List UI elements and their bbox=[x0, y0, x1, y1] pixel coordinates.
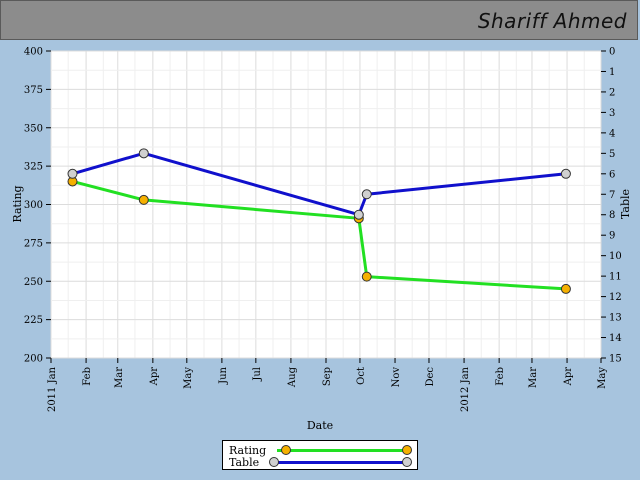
x-tick-label: Apr bbox=[563, 367, 574, 387]
x-tick-label: Jul bbox=[252, 367, 263, 382]
y2-tick-label: 12 bbox=[609, 292, 622, 303]
x-tick-label: Feb bbox=[82, 367, 93, 386]
data-point-table bbox=[138, 148, 149, 159]
y2-tick-label: 11 bbox=[609, 272, 622, 283]
y2-tick-label: 7 bbox=[609, 190, 615, 201]
y2-tick-label: 6 bbox=[609, 169, 615, 180]
y2-tick-label: 1 bbox=[609, 67, 615, 78]
data-point-rating bbox=[138, 194, 149, 205]
legend-marker-rating-end bbox=[402, 445, 412, 455]
legend-item-table: Table bbox=[229, 456, 413, 469]
x-tick-label: Dec bbox=[425, 367, 436, 387]
legend-label-table: Table bbox=[229, 456, 260, 469]
x-tick-label: Mar bbox=[528, 367, 539, 388]
data-point-table bbox=[353, 209, 364, 220]
x-tick-label: Mar bbox=[114, 367, 125, 388]
legend-marker-table-end bbox=[402, 457, 412, 467]
data-point-rating bbox=[361, 271, 372, 282]
x-axis: 2011 Jan Feb Mar Apr May Jun Jul Aug Sep Oct Nov De… bbox=[47, 358, 608, 412]
x-axis-title: Date bbox=[307, 419, 333, 432]
y2-tick-label: 4 bbox=[609, 128, 615, 139]
series-layer bbox=[67, 148, 571, 294]
y-tick-label: 375 bbox=[24, 85, 43, 96]
x-tick-label: Nov bbox=[391, 367, 402, 388]
y-tick-label: 400 bbox=[24, 47, 43, 58]
y2-axis-title: Table bbox=[619, 189, 632, 219]
y2-tick-label: 3 bbox=[609, 108, 615, 119]
y-axis-title: Rating bbox=[11, 185, 24, 222]
x-tick-label: Feb bbox=[495, 367, 506, 386]
x-tick-label: 2011 Jan bbox=[47, 366, 58, 412]
legend-marker-rating bbox=[281, 445, 291, 455]
y-axis-left: 200 225 250 275 300 325 350 375 400 bbox=[24, 47, 51, 365]
legend-line-rating bbox=[277, 449, 409, 452]
y2-tick-label: 9 bbox=[609, 231, 615, 242]
x-tick-label: May bbox=[597, 367, 608, 389]
y2-tick-label: 13 bbox=[609, 313, 622, 324]
legend-line-table bbox=[277, 461, 409, 464]
y-tick-label: 250 bbox=[24, 277, 43, 288]
x-tick-label: Oct bbox=[356, 367, 367, 385]
x-tick-label: Aug bbox=[287, 366, 298, 388]
y-tick-label: 300 bbox=[24, 200, 43, 211]
legend-label-rating: Rating bbox=[229, 444, 267, 457]
data-point-table bbox=[67, 168, 78, 179]
y-tick-label: 275 bbox=[24, 238, 43, 249]
y2-tick-label: 2 bbox=[609, 87, 615, 98]
data-point-table bbox=[560, 168, 571, 179]
y2-tick-label: 14 bbox=[609, 333, 622, 344]
chart-legend: Rating Table bbox=[222, 440, 418, 470]
x-tick-label: Sep bbox=[322, 367, 333, 386]
player-name: Shariff Ahmed bbox=[477, 9, 627, 33]
y2-tick-label: 5 bbox=[609, 149, 615, 160]
legend-marker-table bbox=[269, 457, 279, 467]
x-tick-label: Apr bbox=[149, 367, 160, 387]
y2-tick-label: 10 bbox=[609, 251, 622, 262]
y-tick-label: 225 bbox=[24, 315, 43, 326]
x-tick-label: Jun bbox=[218, 366, 229, 384]
y-tick-label: 350 bbox=[24, 123, 43, 134]
x-tick-label: May bbox=[183, 367, 194, 389]
y2-tick-label: 0 bbox=[609, 47, 615, 58]
data-point-table bbox=[361, 189, 372, 200]
y2-tick-label: 15 bbox=[609, 354, 622, 365]
page-header: Shariff Ahmed bbox=[0, 0, 638, 40]
rating-table-chart: 2011 Jan Feb Mar Apr May Jun Jul Aug Sep Oct Nov De… bbox=[11, 47, 632, 433]
data-point-rating bbox=[560, 283, 571, 294]
x-tick-label: 2012 Jan bbox=[460, 366, 471, 412]
y-tick-label: 325 bbox=[24, 162, 43, 173]
y2-tick-label: 8 bbox=[609, 210, 615, 221]
y-tick-label: 200 bbox=[24, 354, 43, 365]
legend-item-rating: Rating bbox=[229, 444, 413, 457]
